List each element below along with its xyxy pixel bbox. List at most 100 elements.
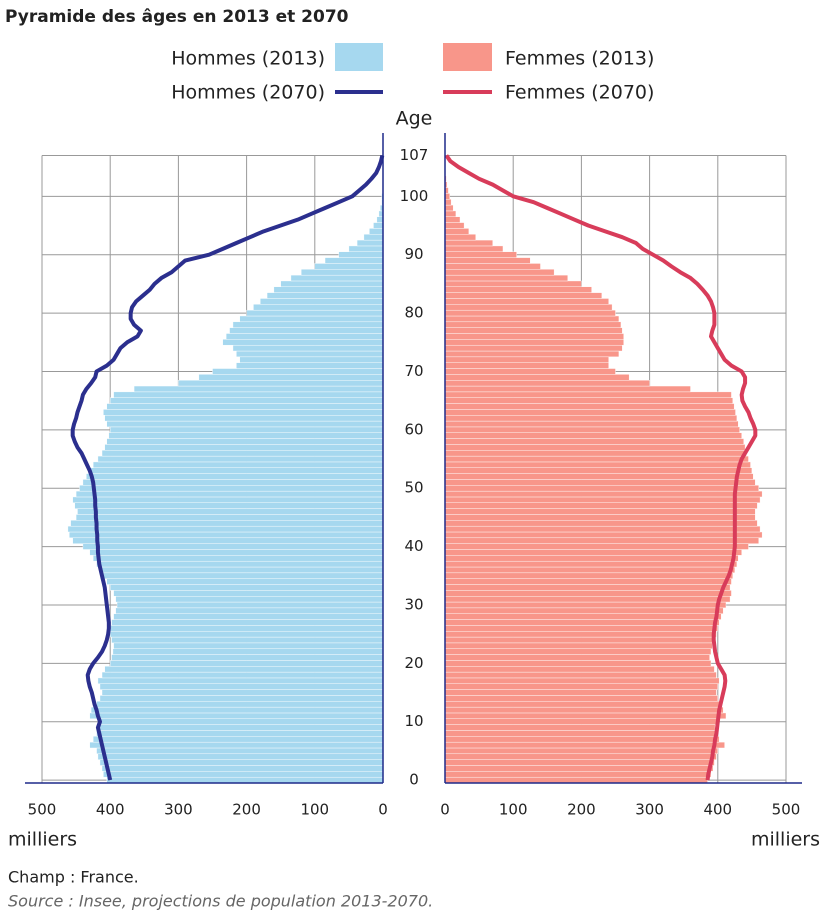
bar	[444, 537, 759, 544]
bar	[82, 479, 384, 486]
chart-title: Pyramide des âges en 2013 et 2070	[5, 7, 349, 27]
bar	[444, 771, 712, 778]
bar	[444, 368, 616, 375]
bar	[75, 490, 384, 498]
bar	[444, 648, 712, 655]
bar	[273, 286, 384, 293]
bar	[104, 444, 384, 451]
bar	[444, 560, 738, 568]
bar	[444, 671, 717, 679]
y-tick-label: 10	[404, 712, 423, 730]
bar	[239, 356, 384, 363]
bar	[101, 689, 384, 696]
bar	[444, 327, 623, 334]
bar	[444, 274, 568, 282]
x-tick-label: 300	[164, 801, 193, 819]
bar	[92, 461, 384, 468]
bar	[444, 572, 734, 579]
legend-label: Femmes (2070)	[505, 82, 654, 104]
bar	[444, 350, 620, 358]
bar	[109, 660, 384, 667]
bar	[109, 584, 384, 591]
bar	[444, 461, 751, 468]
bar	[444, 514, 756, 521]
bar	[444, 666, 715, 673]
age-axis-label: Age	[396, 108, 433, 130]
bar	[67, 525, 384, 533]
bar	[444, 496, 761, 503]
bar	[99, 566, 384, 574]
bar	[113, 590, 384, 597]
bar	[444, 362, 609, 369]
bar	[70, 520, 384, 527]
x-tick-label: 200	[232, 801, 261, 819]
bar	[106, 403, 384, 410]
x-tick-label: 200	[567, 801, 596, 819]
bar	[96, 747, 384, 755]
bar	[444, 374, 630, 381]
bar	[103, 572, 384, 579]
bar	[106, 578, 384, 585]
bar	[444, 566, 736, 574]
bar	[444, 473, 754, 480]
bar	[444, 298, 609, 305]
bar	[74, 502, 384, 509]
bar	[106, 438, 384, 445]
bar	[111, 619, 384, 626]
bar	[106, 776, 384, 784]
bar	[444, 765, 714, 772]
bar	[444, 403, 735, 410]
bar	[109, 426, 384, 433]
bar	[109, 631, 384, 638]
bar	[97, 753, 384, 760]
bar	[236, 350, 384, 358]
bar	[444, 415, 738, 422]
bar	[444, 304, 613, 311]
x-axis-unit: milliers	[751, 829, 820, 851]
bar	[75, 514, 384, 521]
y-tick-label: 30	[404, 595, 423, 613]
bar	[103, 771, 384, 778]
bar	[324, 257, 384, 264]
bar	[444, 432, 742, 439]
bar	[444, 753, 717, 760]
x-tick-label: 0	[378, 801, 388, 819]
bar	[444, 631, 717, 638]
x-axis-unit: milliers	[8, 829, 77, 851]
bar	[444, 438, 744, 445]
y-tick-label: 0	[409, 771, 419, 789]
x-tick-label: 400	[703, 801, 732, 819]
bar	[444, 520, 758, 527]
bar	[103, 409, 384, 416]
bar	[444, 333, 624, 340]
bar	[90, 706, 384, 714]
bar	[72, 537, 384, 544]
bar	[444, 706, 724, 714]
bar	[444, 736, 720, 743]
bar	[79, 485, 384, 492]
bar	[444, 450, 747, 457]
bar	[99, 695, 384, 702]
x-tick-label: 500	[28, 801, 57, 819]
bar	[444, 315, 620, 323]
bar	[444, 251, 517, 258]
bar	[246, 309, 384, 317]
bar	[108, 432, 384, 439]
bar	[444, 724, 716, 731]
bar	[444, 776, 708, 784]
bar	[444, 677, 720, 684]
bar	[444, 759, 715, 766]
bar	[444, 391, 732, 398]
bar	[444, 339, 624, 346]
bar	[444, 543, 749, 550]
note: Champ : France.	[8, 868, 139, 887]
bar	[338, 251, 384, 258]
bar	[133, 385, 384, 393]
bar	[225, 333, 384, 340]
bar	[82, 543, 384, 550]
legend-swatch	[335, 43, 383, 71]
bar	[99, 718, 384, 725]
bar	[444, 344, 623, 352]
bar	[111, 654, 384, 661]
